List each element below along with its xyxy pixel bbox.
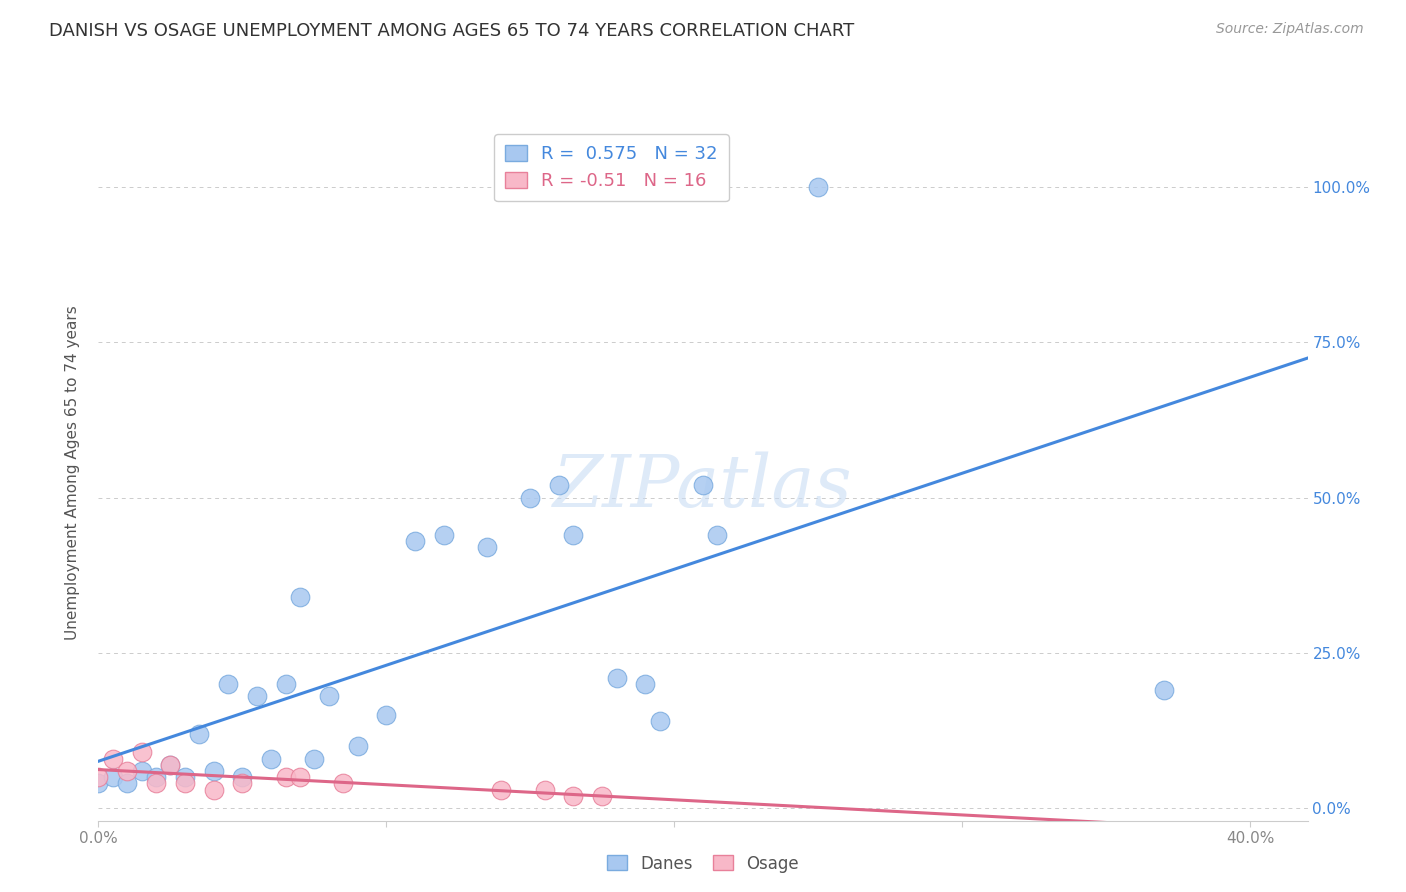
- Point: [115, 764, 138, 778]
- Text: DANISH VS OSAGE UNEMPLOYMENT AMONG AGES 65 TO 74 YEARS CORRELATION CHART: DANISH VS OSAGE UNEMPLOYMENT AMONG AGES …: [49, 22, 855, 40]
- Legend: R =  0.575   N = 32, R = -0.51   N = 16: R = 0.575 N = 32, R = -0.51 N = 16: [495, 134, 728, 201]
- Point: [692, 478, 714, 492]
- Y-axis label: Unemployment Among Ages 65 to 74 years: Unemployment Among Ages 65 to 74 years: [65, 305, 80, 640]
- Point: [159, 757, 181, 772]
- Point: [274, 677, 297, 691]
- Point: [101, 751, 124, 765]
- Point: [87, 776, 110, 790]
- Point: [332, 776, 354, 790]
- Point: [274, 770, 297, 784]
- Point: [591, 789, 613, 803]
- Point: [562, 528, 585, 542]
- Point: [159, 757, 181, 772]
- Point: [101, 770, 124, 784]
- Point: [231, 776, 253, 790]
- Point: [562, 789, 585, 803]
- Point: [648, 714, 671, 729]
- Point: [202, 782, 225, 797]
- Point: [304, 751, 326, 765]
- Point: [318, 690, 340, 704]
- Point: [807, 180, 830, 194]
- Point: [202, 764, 225, 778]
- Point: [231, 770, 253, 784]
- Point: [533, 782, 555, 797]
- Text: ZIPatlas: ZIPatlas: [553, 451, 853, 522]
- Point: [115, 776, 138, 790]
- Point: [375, 708, 398, 723]
- Point: [706, 528, 728, 542]
- Point: [246, 690, 269, 704]
- Point: [475, 541, 498, 555]
- Point: [606, 671, 628, 685]
- Point: [491, 782, 513, 797]
- Point: [131, 745, 153, 759]
- Point: [87, 770, 110, 784]
- Point: [288, 770, 311, 784]
- Point: [188, 726, 211, 740]
- Legend: Danes, Osage: Danes, Osage: [600, 848, 806, 880]
- Point: [433, 528, 456, 542]
- Point: [346, 739, 368, 753]
- Point: [1153, 683, 1175, 698]
- Point: [131, 764, 153, 778]
- Point: [548, 478, 571, 492]
- Point: [404, 534, 426, 549]
- Point: [145, 770, 167, 784]
- Point: [173, 770, 195, 784]
- Point: [288, 590, 311, 604]
- Point: [519, 491, 541, 505]
- Point: [173, 776, 195, 790]
- Point: [217, 677, 239, 691]
- Point: [634, 677, 657, 691]
- Point: [260, 751, 283, 765]
- Point: [145, 776, 167, 790]
- Text: Source: ZipAtlas.com: Source: ZipAtlas.com: [1216, 22, 1364, 37]
